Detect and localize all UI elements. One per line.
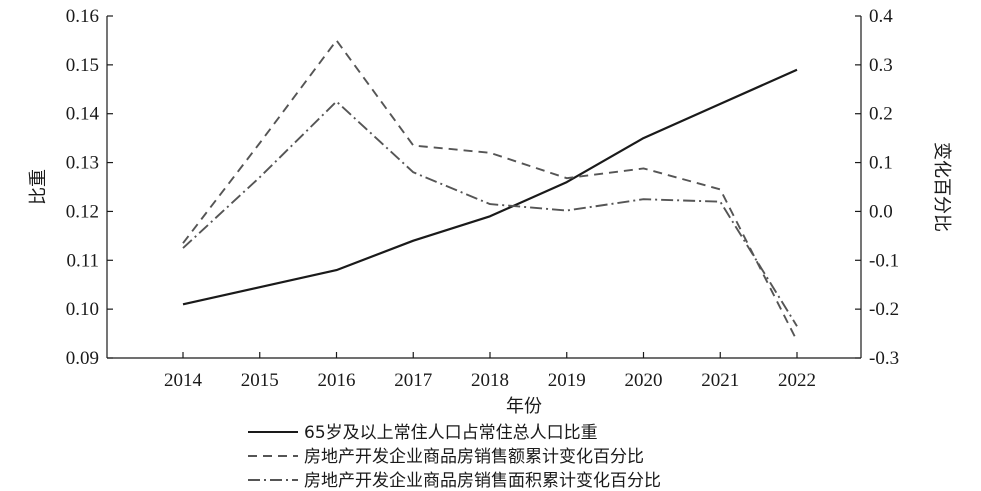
right-y-tick-label: 0.4 — [869, 6, 893, 27]
right-y-tick-label: -0.2 — [869, 299, 899, 320]
right-y-tick-label: 0.1 — [869, 153, 893, 174]
left-y-tick-label: 0.09 — [66, 348, 99, 369]
right-y-tick-label: -0.3 — [869, 348, 899, 369]
left-y-tick-label: 0.12 — [66, 201, 99, 222]
right-y-tick-label: 0.3 — [869, 55, 893, 76]
series-line-population-share — [182, 68, 798, 306]
x-tick-label: 2021 — [701, 370, 739, 391]
left-y-tick-label: 0.10 — [66, 299, 99, 320]
series-layer — [182, 39, 798, 342]
x-tick-label: 2022 — [778, 370, 816, 391]
x-axis-title: 年份 — [506, 396, 542, 417]
series-line-sales-area-change — [182, 100, 798, 327]
left-y-axis-title: 比重 — [28, 169, 49, 205]
right-y-tick-label: 0.2 — [869, 104, 893, 125]
right-y-ticks: -0.3 -0.2 -0.1 0.0 0.1 0.2 0.3 0.4 — [855, 6, 899, 369]
x-tick-label: 2015 — [241, 370, 279, 391]
x-ticks: 2014 2015 2016 2017 2018 2019 2020 2021 2022 — [164, 352, 816, 391]
legend-label-population: 65岁及以上常住人口占常住总人口比重 — [304, 423, 598, 443]
left-y-tick-label: 0.11 — [66, 250, 99, 271]
left-y-tick-label: 0.15 — [66, 55, 99, 76]
axes — [106, 16, 862, 359]
x-tick-label: 2019 — [548, 370, 586, 391]
series-line-sales-amount-change — [182, 39, 798, 342]
right-y-tick-label: -0.1 — [869, 250, 899, 271]
x-tick-label: 2020 — [625, 370, 663, 391]
right-y-axis-title: 变化百分比 — [931, 142, 952, 232]
x-tick-label: 2018 — [471, 370, 509, 391]
left-y-tick-label: 0.16 — [66, 6, 99, 27]
x-tick-label: 2016 — [318, 370, 356, 391]
legend-label-sales-area: 房地产开发企业商品房销售面积累计变化百分比 — [304, 471, 661, 491]
legend-label-sales-amount: 房地产开发企业商品房销售额累计变化百分比 — [304, 447, 644, 467]
left-y-tick-label: 0.13 — [66, 153, 99, 174]
x-tick-label: 2017 — [394, 370, 432, 391]
left-y-ticks: 0.09 0.10 0.11 0.12 0.13 0.14 0.15 0.16 — [66, 6, 113, 369]
legend: 65岁及以上常住人口占常住总人口比重 房地产开发企业商品房销售额累计变化百分比 … — [248, 423, 661, 491]
left-y-tick-label: 0.14 — [66, 104, 100, 125]
x-tick-label: 2014 — [164, 370, 203, 391]
right-y-tick-label: 0.0 — [869, 201, 893, 222]
